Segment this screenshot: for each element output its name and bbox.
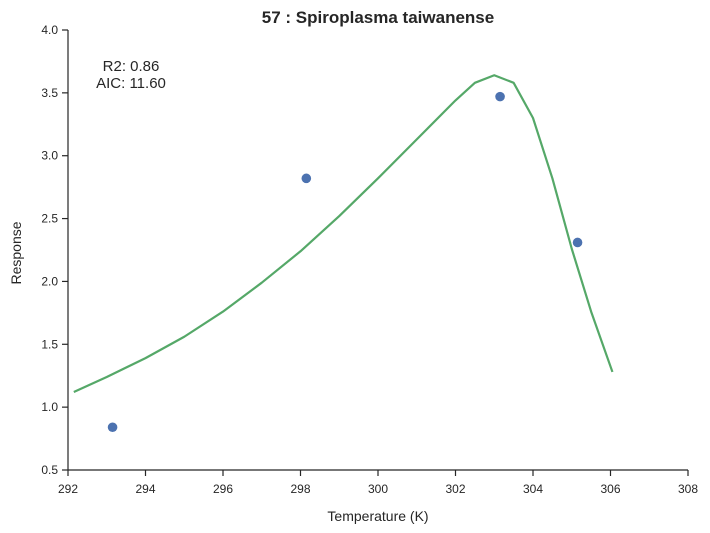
fit-curve	[73, 74, 614, 394]
x-tick-label: 296	[213, 482, 233, 496]
x-tick-label: 294	[135, 482, 155, 496]
data-point	[301, 173, 312, 184]
y-ticks: 0.5 1.0 1.5 2.0 2.5 3.0 3.5 4.0	[41, 23, 68, 477]
y-tick-label: 3.0	[41, 149, 58, 163]
x-tick-label: 304	[523, 482, 543, 496]
y-tick-label: 0.5	[41, 463, 58, 477]
x-tick-label: 306	[600, 482, 620, 496]
y-tick-label: 1.5	[41, 337, 58, 351]
chart-title: 57 : Spiroplasma taiwanense	[262, 8, 494, 27]
data-point	[495, 91, 505, 102]
data-point	[107, 422, 118, 433]
data-point	[572, 237, 583, 248]
x-tick-label: 298	[290, 482, 310, 496]
x-ticks: 292 294 296 298 300 302 304 306 308	[58, 470, 698, 496]
x-tick-label: 302	[445, 482, 465, 496]
aic-annotation: AIC: 11.60	[96, 75, 166, 92]
y-tick-label: 2.0	[41, 274, 58, 288]
y-tick-label: 2.5	[41, 212, 58, 226]
y-tick-label: 4.0	[41, 23, 58, 37]
y-tick-label: 3.5	[41, 86, 58, 100]
x-tick-label: 292	[58, 482, 78, 496]
x-axis-label: Temperature (K)	[327, 508, 428, 524]
series-layer	[73, 74, 614, 433]
y-tick-label: 1.0	[41, 400, 58, 414]
x-tick-label: 308	[678, 482, 698, 496]
y-axis-label: Response	[8, 221, 24, 284]
r2-annotation: R2: 0.86	[103, 58, 160, 75]
x-tick-label: 300	[368, 482, 388, 496]
